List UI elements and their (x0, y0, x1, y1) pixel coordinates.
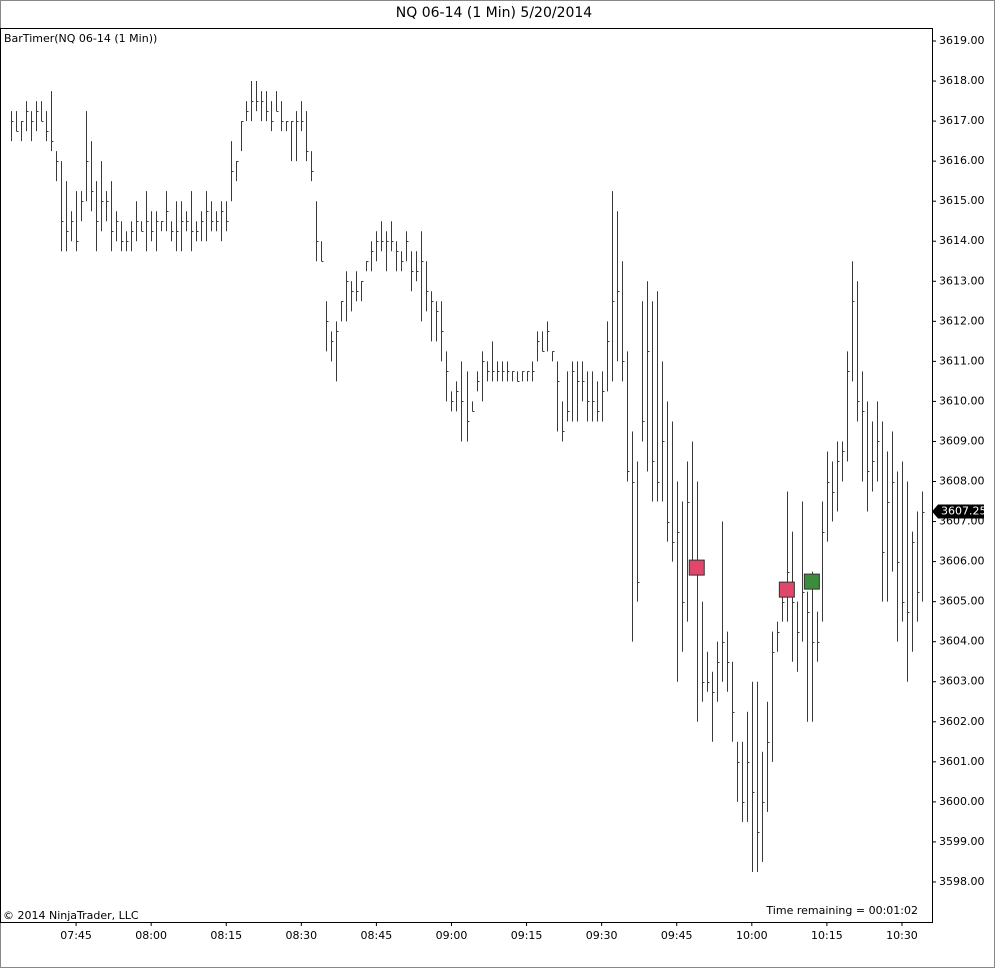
y-tick-label: 3617.00 (939, 114, 985, 127)
y-tick-label: 3599.00 (939, 835, 985, 848)
x-tick-label: 10:30 (886, 929, 918, 942)
x-tick-label: 08:30 (285, 929, 317, 942)
y-tick-label: 3612.00 (939, 314, 985, 327)
y-tick-label: 3613.00 (939, 274, 985, 287)
y-tick-label: 3604.00 (939, 635, 985, 648)
signal-marker (688, 559, 705, 576)
y-tick-label: 3605.00 (939, 595, 985, 608)
x-tick-label: 10:15 (811, 929, 843, 942)
y-tick-label: 3611.00 (939, 354, 985, 367)
signal-marker (803, 573, 820, 590)
x-tick-label: 07:45 (60, 929, 92, 942)
y-tick-label: 3606.00 (939, 555, 985, 568)
plot-area (0, 28, 933, 923)
x-tick-label: 09:15 (511, 929, 543, 942)
x-tick-label: 08:15 (210, 929, 242, 942)
indicator-label: BarTimer(NQ 06-14 (1 Min)) (4, 32, 157, 45)
x-tick-label: 09:00 (436, 929, 468, 942)
y-tick-label: 3608.00 (939, 475, 985, 488)
x-tick-label: 09:30 (586, 929, 618, 942)
y-tick-label: 3603.00 (939, 675, 985, 688)
time-remaining: Time remaining = 00:01:02 (765, 904, 918, 917)
copyright: © 2014 NinjaTrader, LLC (3, 909, 139, 922)
y-tick-label: 3598.00 (939, 875, 985, 888)
y-tick-label: 3618.00 (939, 74, 985, 87)
x-tick-label: 08:00 (135, 929, 167, 942)
last-price-tag (932, 504, 984, 519)
y-tick-label: 3600.00 (939, 795, 985, 808)
y-tick-label: 3615.00 (939, 194, 985, 207)
x-tick-label: 09:45 (661, 929, 693, 942)
signal-marker (778, 581, 795, 598)
y-tick-label: 3619.00 (939, 34, 985, 47)
y-tick-label: 3609.00 (939, 434, 985, 447)
y-tick-label: 3601.00 (939, 755, 985, 768)
chart-title: NQ 06-14 (1 Min) 5/20/2014 (396, 5, 593, 21)
y-tick-label: 3614.00 (939, 234, 985, 247)
last-price-label: 3607.25 (941, 505, 987, 518)
x-tick-label: 08:45 (361, 929, 393, 942)
y-tick-label: 3610.00 (939, 394, 985, 407)
x-tick-label: 10:00 (736, 929, 768, 942)
y-tick-label: 3602.00 (939, 715, 985, 728)
y-tick-label: 3616.00 (939, 154, 985, 167)
